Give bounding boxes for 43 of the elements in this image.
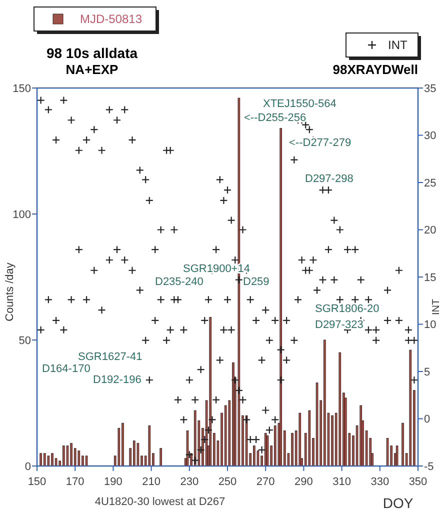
x-tick-label: 170 <box>66 476 84 488</box>
annotation: D297-323 <box>315 319 364 331</box>
text: 4U1820-30 lowest at D267 <box>94 496 226 508</box>
y-tick-label: 50 <box>18 334 31 347</box>
annotation: <--D255-256 <box>244 112 306 124</box>
y2-tick-label: 10 <box>424 319 436 332</box>
x-tick-label: 330 <box>370 476 390 488</box>
y2-tick-label: 0 <box>424 414 430 426</box>
y2-tick-label: 25 <box>424 177 436 190</box>
annotation: <--D277-279 <box>289 137 352 149</box>
y2-tick-label: 20 <box>424 224 436 237</box>
annotation: D164-170 <box>42 363 90 375</box>
x-tick-label: 290 <box>294 476 313 488</box>
x-axis-title: DOY <box>382 495 414 511</box>
y2-tick-label: 30 <box>424 130 436 142</box>
annotation: D235-240 <box>155 276 204 288</box>
legend-label: MJD-50813 <box>80 12 142 26</box>
x-tick-label: 310 <box>332 476 351 488</box>
y2-tick-label: 35 <box>424 82 436 95</box>
x-tick-label: 150 <box>28 476 46 488</box>
y2-tick-label: 15 <box>424 272 436 284</box>
y-tick-label: 150 <box>12 82 31 95</box>
annotation: XTEJ1550-564 <box>263 98 336 110</box>
annotation: D192-196 <box>93 374 142 386</box>
y2-axis-title: INT <box>431 298 442 316</box>
legend-label: INT <box>388 38 408 52</box>
y2-tick-label: 5 <box>424 366 430 378</box>
y-tick-label: 0 <box>24 460 31 473</box>
text: 98XRAYDWell <box>332 62 418 77</box>
chart-title: 98 10s alldata <box>46 45 138 61</box>
x-tick-label: 250 <box>218 476 237 488</box>
y2-tick-label: -5 <box>424 460 434 473</box>
x-tick-label: 230 <box>180 476 199 488</box>
annotation: D259 <box>243 276 270 288</box>
annotation: SGR1627-41 <box>78 351 142 363</box>
x-tick-label: 210 <box>142 476 160 488</box>
chart-subtitle: NA+EXP <box>66 62 119 77</box>
y-axis-title: Counts /day <box>4 262 16 322</box>
x-tick-label: 350 <box>408 476 428 488</box>
annotation: SGR1806-20 <box>315 303 380 315</box>
y-tick-label: 100 <box>12 208 31 221</box>
x-tick-label: 270 <box>256 476 275 488</box>
x-tick-label: 190 <box>104 476 122 488</box>
